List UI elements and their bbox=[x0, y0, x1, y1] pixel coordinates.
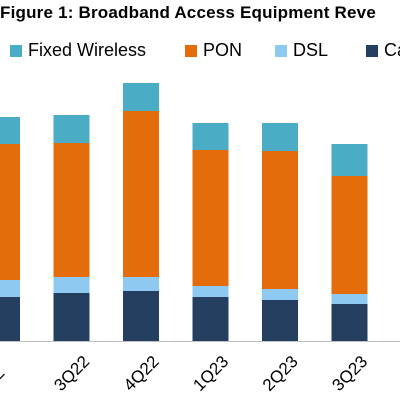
legend-swatch-dsl bbox=[275, 44, 287, 57]
bar-segment-pon-2q23 bbox=[262, 151, 298, 289]
legend-item-pon: PON bbox=[185, 40, 242, 61]
bar-segment-ca-1q23 bbox=[192, 297, 229, 341]
bar-segment-ca-2q22 bbox=[0, 297, 20, 341]
bar-segment-fixed-wireless-2q22 bbox=[0, 117, 20, 144]
bar-segment-fixed-wireless-3q23 bbox=[331, 144, 368, 176]
bar-segment-ca-2q23 bbox=[262, 300, 298, 341]
bar-segment-fixed-wireless-1q23 bbox=[192, 123, 229, 150]
legend-label-ca: Ca bbox=[384, 40, 400, 60]
bar-segment-pon-4q22 bbox=[123, 111, 159, 277]
bar-segment-pon-3q23 bbox=[331, 176, 368, 294]
x-tick-label-4q22: 4Q22 bbox=[120, 352, 163, 395]
legend-item-dsl: DSL bbox=[275, 40, 328, 61]
bar-segment-dsl-2q22 bbox=[0, 280, 20, 297]
bar-segment-dsl-4q22 bbox=[123, 277, 159, 291]
bar-segment-ca-4q22 bbox=[123, 291, 159, 341]
x-tick-label-2q22: 2 bbox=[0, 363, 8, 383]
legend-item-ca: Ca bbox=[366, 40, 400, 61]
bar-segment-fixed-wireless-2q23 bbox=[262, 123, 298, 151]
x-tick-label-3q22: 3Q22 bbox=[50, 352, 93, 395]
chart-title: Figure 1: Broadband Access Equipment Rev… bbox=[0, 3, 376, 22]
legend: Fixed Wireless PON DSL Ca bbox=[0, 40, 400, 66]
bar-segment-dsl-3q22 bbox=[53, 277, 90, 293]
bar-segment-ca-3q23 bbox=[331, 304, 368, 341]
bar-segment-pon-3q22 bbox=[53, 143, 90, 277]
legend-label-dsl: DSL bbox=[293, 40, 329, 60]
bar-segment-fixed-wireless-4q22 bbox=[123, 83, 159, 111]
bar-segment-dsl-1q23 bbox=[192, 286, 229, 297]
bar-segment-dsl-3q23 bbox=[331, 294, 368, 304]
bar-segment-fixed-wireless-3q22 bbox=[53, 115, 90, 143]
bar-segment-pon-1q23 bbox=[192, 150, 229, 286]
legend-swatch-pon bbox=[185, 44, 197, 57]
bar-segment-ca-3q22 bbox=[53, 293, 90, 341]
legend-swatch-ca bbox=[366, 44, 378, 57]
bar-segment-pon-2q22 bbox=[0, 144, 20, 280]
x-tick-label-1q23: 1Q23 bbox=[189, 352, 232, 395]
x-tick-label-2q23: 2Q23 bbox=[259, 352, 302, 395]
bar-segment-dsl-2q23 bbox=[262, 289, 298, 300]
legend-label-fixed-wireless: Fixed Wireless bbox=[28, 40, 147, 60]
x-tick-label-3q23: 3Q23 bbox=[328, 352, 371, 395]
legend-item-fixed-wireless: Fixed Wireless bbox=[10, 40, 146, 61]
legend-swatch-fixed-wireless bbox=[10, 44, 22, 57]
legend-label-pon: PON bbox=[203, 40, 243, 60]
